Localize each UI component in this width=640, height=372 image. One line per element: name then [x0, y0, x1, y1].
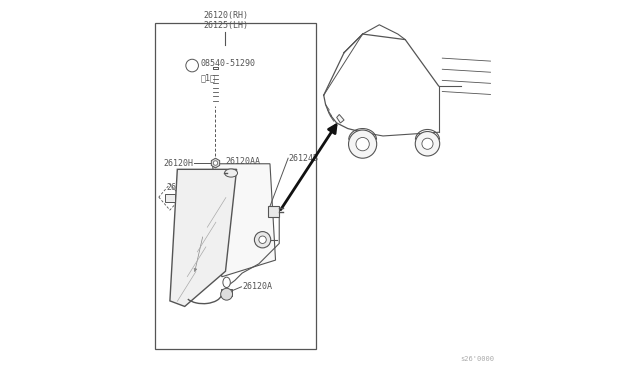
Text: 26020G: 26020G — [166, 183, 196, 192]
Ellipse shape — [223, 277, 230, 288]
Text: 08540-51290: 08540-51290 — [200, 59, 255, 68]
Text: 26120A: 26120A — [242, 282, 272, 291]
Bar — [164, 194, 175, 202]
Text: 26125(LH): 26125(LH) — [203, 21, 248, 31]
Polygon shape — [170, 169, 237, 307]
Polygon shape — [212, 164, 276, 277]
Text: s26'0000: s26'0000 — [460, 356, 494, 362]
Text: （1）: （1） — [200, 73, 215, 82]
Circle shape — [259, 236, 266, 243]
Polygon shape — [337, 115, 344, 123]
Circle shape — [422, 138, 433, 149]
Text: 26120(RH): 26120(RH) — [203, 11, 248, 20]
Circle shape — [186, 59, 198, 72]
Circle shape — [356, 137, 369, 151]
Text: 26124B: 26124B — [289, 154, 319, 163]
Circle shape — [255, 232, 271, 248]
Text: 26120H: 26120H — [163, 158, 193, 167]
Bar — [269, 206, 279, 217]
Circle shape — [415, 132, 440, 156]
Text: 26120AA: 26120AA — [225, 157, 260, 166]
Text: S: S — [190, 62, 195, 68]
Bar — [221, 289, 232, 296]
Circle shape — [349, 130, 377, 158]
Ellipse shape — [225, 169, 237, 177]
Bar — [155, 23, 316, 349]
Circle shape — [213, 161, 218, 165]
Circle shape — [221, 288, 232, 300]
